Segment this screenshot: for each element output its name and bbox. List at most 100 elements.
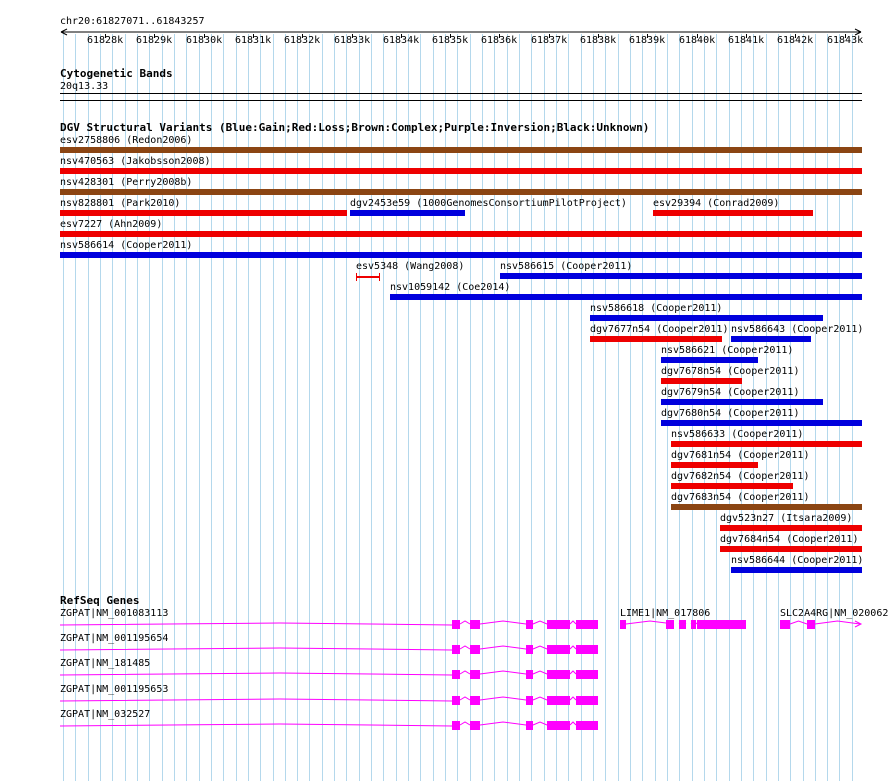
ruler-tick bbox=[647, 34, 648, 38]
exon-block[interactable] bbox=[470, 670, 480, 679]
variant-bar[interactable] bbox=[671, 441, 862, 447]
variant-bar[interactable] bbox=[60, 252, 862, 258]
exon-block[interactable] bbox=[452, 645, 460, 654]
variant-label: dgv7679n54 (Cooper2011) bbox=[661, 387, 800, 398]
exon-block[interactable] bbox=[470, 620, 480, 629]
variant-bar[interactable] bbox=[661, 357, 758, 363]
variant-bar[interactable] bbox=[590, 336, 722, 342]
exon-block[interactable] bbox=[666, 620, 674, 629]
exon-block[interactable] bbox=[576, 696, 598, 705]
intron-line bbox=[59, 672, 453, 676]
variant-label: dgv7678n54 (Cooper2011) bbox=[661, 366, 800, 377]
exon-block[interactable] bbox=[691, 620, 696, 629]
ruler-axis bbox=[60, 28, 862, 36]
exon-block[interactable] bbox=[547, 696, 570, 705]
cytoband-label: 20q13.33 bbox=[60, 81, 109, 92]
variant-bar[interactable] bbox=[60, 189, 862, 195]
variant-label: nsv828801 (Park2010) bbox=[60, 198, 181, 209]
variant-bar[interactable] bbox=[355, 273, 381, 281]
intron-line bbox=[789, 620, 808, 625]
ruler-tick-label: 61833k bbox=[334, 35, 371, 46]
exon-block[interactable] bbox=[452, 721, 460, 730]
exon-block[interactable] bbox=[526, 696, 533, 705]
variant-bar[interactable] bbox=[661, 420, 862, 426]
variant-bar[interactable] bbox=[60, 147, 862, 153]
variant-bar[interactable] bbox=[661, 378, 742, 384]
intron-line bbox=[459, 721, 471, 726]
exon-block[interactable] bbox=[620, 620, 626, 629]
intron-line bbox=[59, 698, 453, 702]
exon-block[interactable] bbox=[470, 645, 480, 654]
exon-block[interactable] bbox=[452, 620, 460, 629]
exon-block[interactable] bbox=[547, 670, 570, 679]
variant-bar[interactable] bbox=[653, 210, 813, 216]
exon-block[interactable] bbox=[807, 620, 815, 629]
variant-label: nsv586614 (Cooper2011) bbox=[60, 240, 193, 251]
exon-block[interactable] bbox=[576, 670, 598, 679]
ruler-tick-label: 61842k bbox=[777, 35, 814, 46]
variant-bar[interactable] bbox=[590, 315, 823, 321]
ruler-tick-label: 61836k bbox=[481, 35, 518, 46]
transcript-label: LIME1|NM_017806 bbox=[620, 608, 711, 619]
ruler-tick-label: 61834k bbox=[383, 35, 420, 46]
exon-block[interactable] bbox=[526, 645, 533, 654]
exon-block[interactable] bbox=[576, 620, 598, 629]
exon-block[interactable] bbox=[679, 620, 686, 629]
variant-bar[interactable] bbox=[60, 168, 862, 174]
exon-block[interactable] bbox=[526, 721, 533, 730]
intron-line bbox=[459, 696, 471, 701]
intron-line bbox=[569, 670, 577, 675]
variant-bar[interactable] bbox=[731, 567, 862, 573]
exon-block[interactable] bbox=[576, 645, 598, 654]
variant-bar[interactable] bbox=[720, 546, 862, 552]
intron-line bbox=[59, 622, 453, 626]
exon-block[interactable] bbox=[452, 670, 460, 679]
refseq-genes-track-title: RefSeq Genes bbox=[60, 594, 140, 607]
variant-bar[interactable] bbox=[661, 399, 823, 405]
variant-bar[interactable] bbox=[500, 273, 862, 279]
variant-bar[interactable] bbox=[390, 294, 862, 300]
variant-label: dgv7684n54 (Cooper2011) bbox=[720, 534, 859, 545]
exon-block[interactable] bbox=[547, 620, 570, 629]
ruler-tick-label: 61831k bbox=[235, 35, 272, 46]
exon-block[interactable] bbox=[547, 645, 570, 654]
ruler-tick bbox=[598, 34, 599, 38]
exon-block[interactable] bbox=[470, 721, 480, 730]
variant-label: dgv7682n54 (Cooper2011) bbox=[671, 471, 810, 482]
ruler-tick-label: 61828k bbox=[87, 35, 124, 46]
variant-label: nsv586633 (Cooper2011) bbox=[671, 429, 804, 440]
variant-bar[interactable] bbox=[671, 483, 793, 489]
cytoband-line-top bbox=[60, 93, 862, 94]
variant-bar[interactable] bbox=[350, 210, 465, 216]
intron-line bbox=[532, 620, 548, 625]
exon-block[interactable] bbox=[526, 620, 533, 629]
transcript-label: ZGPAT|NM_181485 bbox=[60, 658, 151, 669]
variant-bar[interactable] bbox=[720, 525, 862, 531]
ruler-tick-label: 61837k bbox=[531, 35, 568, 46]
ruler-tick bbox=[450, 34, 451, 38]
variant-label: dgv7677n54 (Cooper2011) bbox=[590, 324, 729, 335]
variant-bar[interactable] bbox=[60, 231, 862, 237]
exon-block[interactable] bbox=[576, 721, 598, 730]
variant-bar[interactable] bbox=[60, 210, 347, 216]
intron-line bbox=[459, 620, 471, 625]
intron-line bbox=[569, 645, 577, 650]
exon-block[interactable] bbox=[697, 620, 746, 629]
cytoband-track-title: Cytogenetic Bands bbox=[60, 67, 173, 80]
variant-bar[interactable] bbox=[731, 336, 811, 342]
exon-block[interactable] bbox=[452, 696, 460, 705]
exon-block[interactable] bbox=[780, 620, 790, 629]
ruler-tick bbox=[401, 34, 402, 38]
exon-block[interactable] bbox=[547, 721, 570, 730]
ruler-tick bbox=[845, 34, 846, 38]
intron-line bbox=[479, 696, 527, 701]
intron-line bbox=[59, 647, 453, 651]
exon-block[interactable] bbox=[526, 670, 533, 679]
variant-bar[interactable] bbox=[671, 504, 862, 510]
ruler-tick bbox=[204, 34, 205, 38]
intron-line bbox=[479, 670, 527, 675]
variant-bar[interactable] bbox=[671, 462, 758, 468]
exon-block[interactable] bbox=[470, 696, 480, 705]
